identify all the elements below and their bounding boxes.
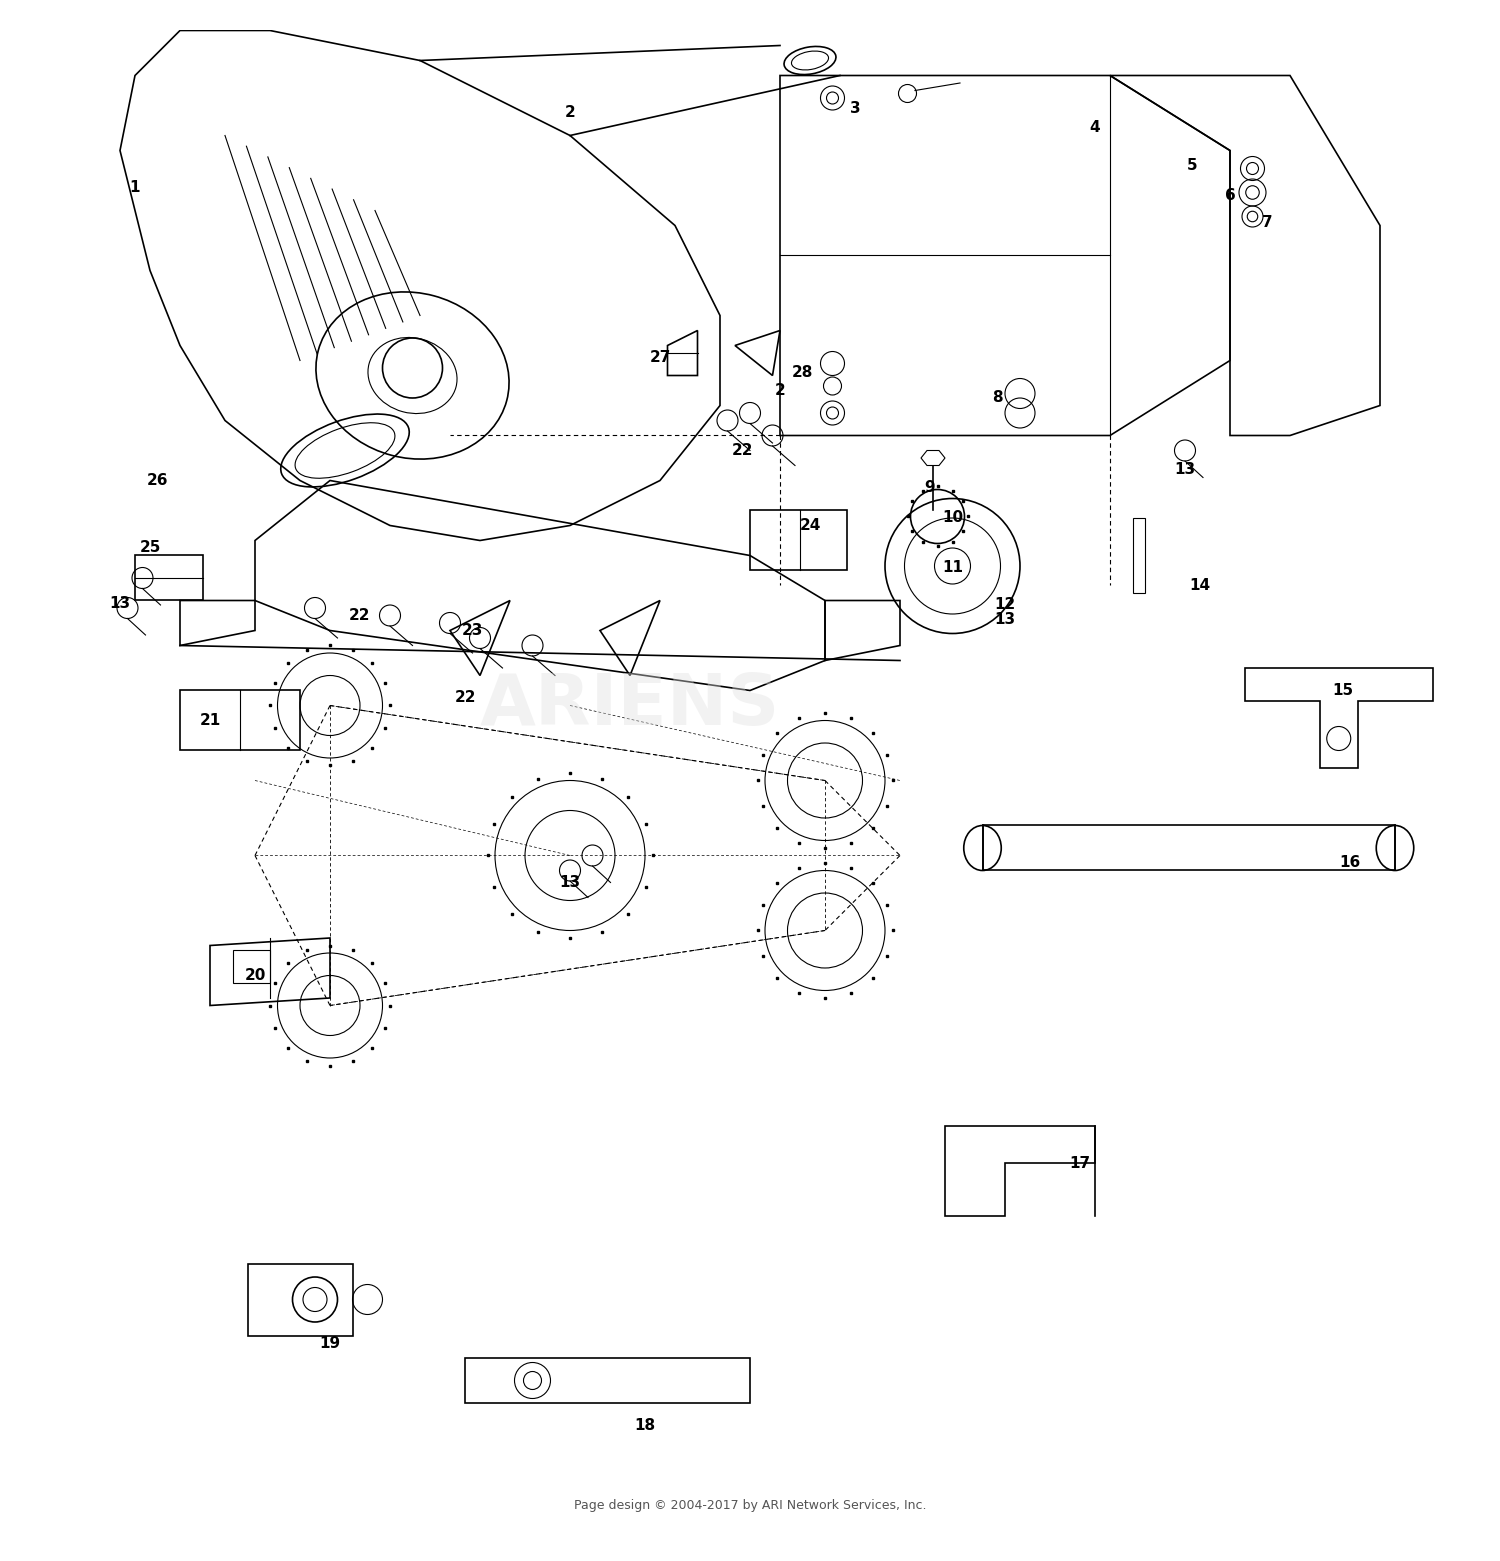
Text: ARIENS: ARIENS (480, 671, 780, 740)
Text: 27: 27 (650, 350, 670, 365)
Text: 5: 5 (1186, 158, 1198, 173)
Text: 20: 20 (244, 968, 266, 983)
Text: 28: 28 (792, 365, 813, 379)
Text: 8: 8 (992, 390, 1004, 406)
Text: 25: 25 (140, 540, 160, 556)
Text: 2: 2 (564, 106, 576, 120)
Text: 3: 3 (849, 101, 861, 116)
Text: 17: 17 (1070, 1155, 1090, 1171)
Text: 24: 24 (800, 518, 820, 532)
Text: 2: 2 (774, 382, 786, 398)
Text: 13: 13 (560, 876, 580, 890)
Text: 22: 22 (454, 690, 476, 706)
Bar (232, 951, 270, 983)
Text: 10: 10 (942, 510, 963, 526)
Text: 7: 7 (1262, 215, 1274, 229)
Text: 22: 22 (732, 443, 753, 457)
Text: 1: 1 (129, 181, 141, 195)
Text: 23: 23 (462, 623, 483, 638)
Text: 12: 12 (994, 598, 1016, 612)
Text: 14: 14 (1190, 578, 1210, 593)
Bar (248, 1263, 352, 1336)
Text: 26: 26 (147, 473, 168, 489)
Text: 4: 4 (1089, 120, 1101, 136)
Text: 13: 13 (110, 596, 130, 610)
Text: 21: 21 (200, 713, 220, 727)
Text: 9: 9 (924, 481, 936, 495)
Text: 22: 22 (350, 607, 370, 623)
Text: 16: 16 (1340, 855, 1360, 871)
Text: 13: 13 (1174, 462, 1196, 478)
Text: 15: 15 (1332, 684, 1353, 698)
Text: 6: 6 (1224, 187, 1236, 203)
Text: Page design © 2004-2017 by ARI Network Services, Inc.: Page design © 2004-2017 by ARI Network S… (573, 1500, 926, 1513)
Text: 19: 19 (320, 1336, 340, 1350)
Text: 11: 11 (942, 560, 963, 574)
Text: 18: 18 (634, 1417, 656, 1433)
Bar (1132, 518, 1144, 593)
Text: 13: 13 (994, 612, 1016, 628)
